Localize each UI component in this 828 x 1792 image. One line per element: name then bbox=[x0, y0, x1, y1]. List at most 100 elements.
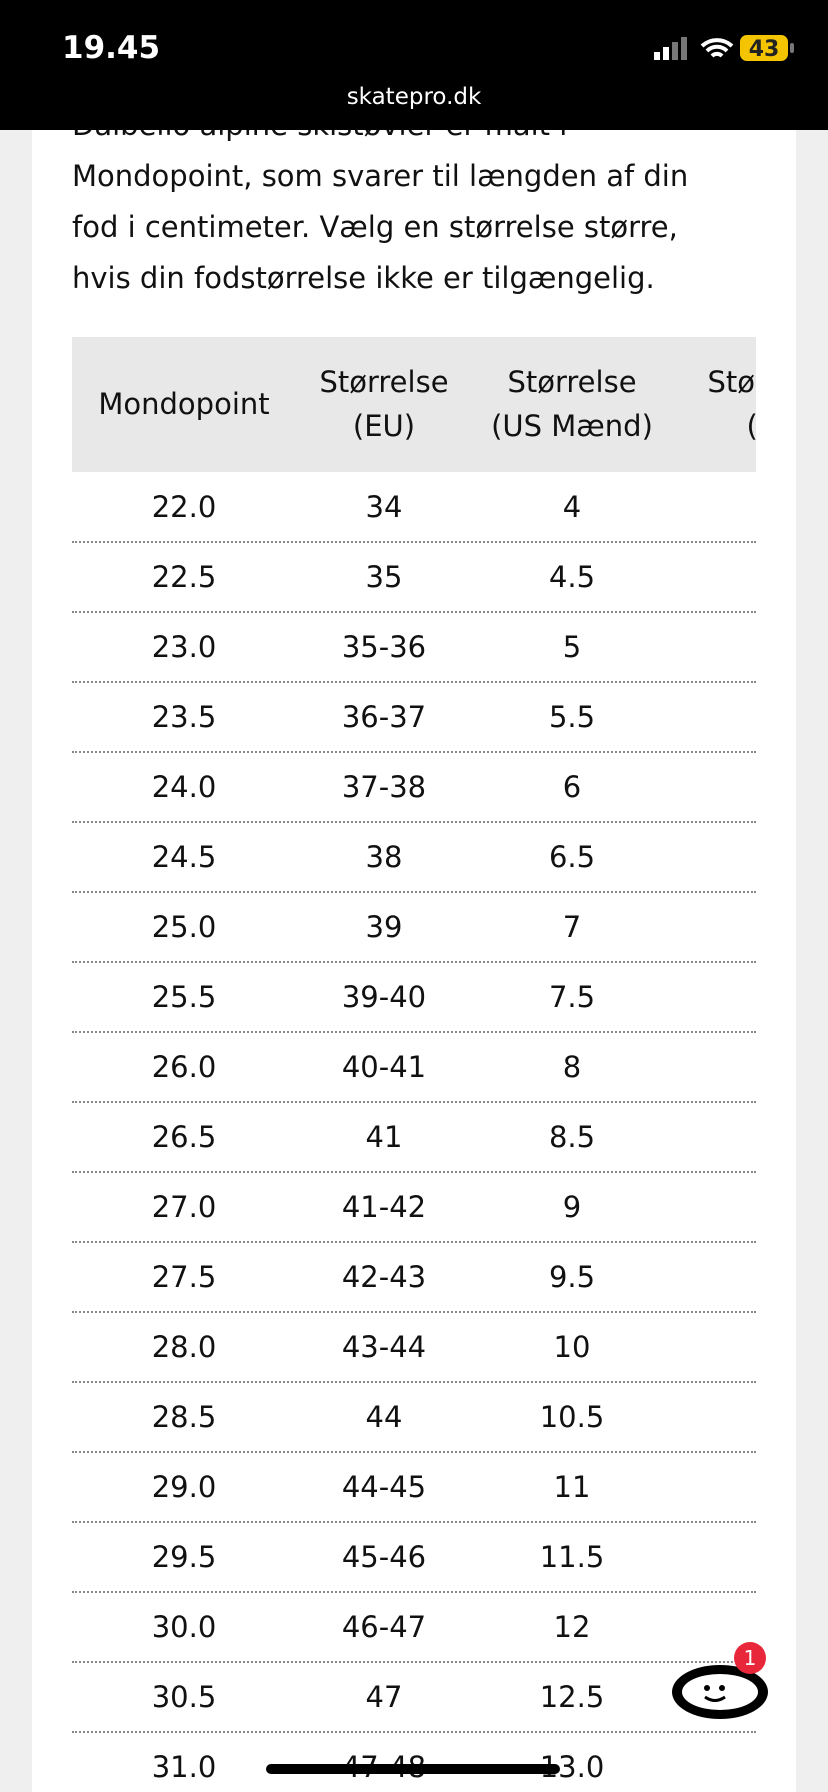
battery bbox=[740, 35, 788, 61]
table-cell: 22.0 bbox=[151, 490, 217, 524]
row-divider bbox=[72, 1591, 756, 1593]
table-cell: 10.5 bbox=[539, 1400, 605, 1434]
table-cell: 30.0 bbox=[151, 1610, 217, 1644]
table-cell: 39-40 bbox=[341, 980, 427, 1014]
badge bbox=[734, 1642, 766, 1674]
table-cell: 6.5 bbox=[548, 840, 596, 874]
table-cell: 29.5 bbox=[151, 1540, 217, 1574]
table-cell: 31.0 bbox=[151, 1750, 217, 1784]
table-cell: 44 bbox=[365, 1400, 403, 1434]
row-divider bbox=[72, 961, 756, 963]
row-divider bbox=[72, 1381, 756, 1383]
wifi bbox=[700, 38, 734, 58]
row-divider bbox=[72, 1101, 756, 1103]
row-divider bbox=[72, 1031, 756, 1033]
table-cell: 24.5 bbox=[151, 840, 217, 874]
smile bbox=[704, 1695, 726, 1702]
table-cell: 4 bbox=[562, 490, 582, 524]
table-cell: 7.5 bbox=[548, 980, 596, 1014]
table-cell: 6 bbox=[562, 770, 582, 804]
row-divider bbox=[72, 1521, 756, 1523]
table-cell: 25.5 bbox=[151, 980, 217, 1014]
content-card bbox=[32, 0, 796, 1792]
badge-count: 1 bbox=[744, 1646, 757, 1670]
eye bbox=[719, 1685, 725, 1691]
table-cell: 25.0 bbox=[151, 910, 217, 944]
header-line: (US bbox=[707, 404, 756, 448]
table-cell: 10 bbox=[553, 1330, 591, 1364]
table-cell: 23.5 bbox=[151, 700, 217, 734]
signal bbox=[663, 47, 669, 60]
header-line: Størrelse bbox=[507, 365, 637, 399]
home-indicator bbox=[266, 1764, 560, 1774]
column-header: Størrelse (US bbox=[707, 360, 756, 448]
row-divider bbox=[72, 541, 756, 543]
table-cell: 22.5 bbox=[151, 560, 217, 594]
row-divider bbox=[72, 891, 756, 893]
signal bbox=[672, 42, 678, 60]
table-cell: 8.5 bbox=[548, 1120, 596, 1154]
eye bbox=[704, 1685, 710, 1691]
paragraph-line: hvis din fodstørrelse ikke er tilgængeli… bbox=[72, 261, 655, 295]
row-divider bbox=[72, 1451, 756, 1453]
table-header: Mondopoint Størrelse (EU) Størrelse (US Mænd… bbox=[72, 337, 756, 472]
table-cell: 28.0 bbox=[151, 1330, 217, 1364]
table-cell: 12 bbox=[553, 1610, 591, 1644]
row-divider bbox=[72, 1311, 756, 1313]
column-header: Mondopoint bbox=[98, 382, 269, 426]
table-cell: 47 bbox=[365, 1680, 403, 1714]
row-divider bbox=[72, 1661, 756, 1663]
table-cell: 35 bbox=[365, 560, 403, 594]
status-bar: 19.45 43 skatepro.dk bbox=[0, 0, 828, 130]
table-cell: 11 bbox=[553, 1470, 591, 1504]
paragraph-line: Mondopoint, som svarer til længden af di… bbox=[72, 159, 689, 193]
table-cell: 5 bbox=[562, 630, 582, 664]
table-cell: 5.5 bbox=[548, 700, 596, 734]
header-line: Størrelse bbox=[707, 365, 756, 399]
table-cell: 26.5 bbox=[151, 1120, 217, 1154]
chat-button[interactable]: 1 bbox=[660, 1640, 770, 1730]
table-cell: 4.5 bbox=[548, 560, 596, 594]
row-divider bbox=[72, 1731, 756, 1733]
table-cell: 34 bbox=[365, 490, 403, 524]
signal bbox=[654, 52, 660, 60]
row-divider bbox=[72, 1241, 756, 1243]
table-cell: 11.5 bbox=[539, 1540, 605, 1574]
table-cell: 9 bbox=[562, 1190, 582, 1224]
table-cell: 30.5 bbox=[151, 1680, 217, 1714]
status-icons: 43 bbox=[654, 35, 794, 62]
table-cell: 40-41 bbox=[341, 1050, 427, 1084]
row-divider bbox=[72, 821, 756, 823]
table-cell: 7 bbox=[562, 910, 582, 944]
table-cell: 46-47 bbox=[341, 1610, 427, 1644]
table-cell: 24.0 bbox=[151, 770, 217, 804]
row-divider bbox=[72, 1171, 756, 1173]
signal bbox=[681, 37, 687, 60]
header-line: Mondopoint bbox=[98, 387, 270, 421]
row-divider bbox=[72, 611, 756, 613]
header-line: (US Mænd) bbox=[491, 409, 653, 443]
battery-level: 43 bbox=[749, 37, 780, 62]
chat-face bbox=[682, 1674, 758, 1710]
header-line: (EU) bbox=[352, 409, 416, 443]
table-cell: 29.0 bbox=[151, 1470, 217, 1504]
table-cell: 12.5 bbox=[539, 1680, 605, 1714]
url[interactable]: skatepro.dk bbox=[346, 84, 482, 110]
column-header: Størrelse (EU) bbox=[319, 360, 448, 448]
paragraph-line: fod i centimeter. Vælg en størrelse stør… bbox=[72, 210, 678, 244]
table-cell: 36-37 bbox=[341, 700, 427, 734]
table-cell: 26.0 bbox=[151, 1050, 217, 1084]
size-table[interactable]: Mondopoint Størrelse (EU) Størrelse (US Mænd… bbox=[72, 337, 756, 1792]
table-cell: 39 bbox=[365, 910, 403, 944]
battery-tip bbox=[790, 43, 794, 53]
table-cell: 23.0 bbox=[151, 630, 217, 664]
table-cell: 37-38 bbox=[341, 770, 427, 804]
table-cell: 35-36 bbox=[341, 630, 427, 664]
row-divider bbox=[72, 751, 756, 753]
time: 19.45 bbox=[62, 30, 161, 66]
table-cell: 27.5 bbox=[151, 1260, 217, 1294]
table-cell: 41 bbox=[365, 1120, 403, 1154]
row-divider bbox=[72, 681, 756, 683]
table-cell: 9.5 bbox=[548, 1260, 596, 1294]
